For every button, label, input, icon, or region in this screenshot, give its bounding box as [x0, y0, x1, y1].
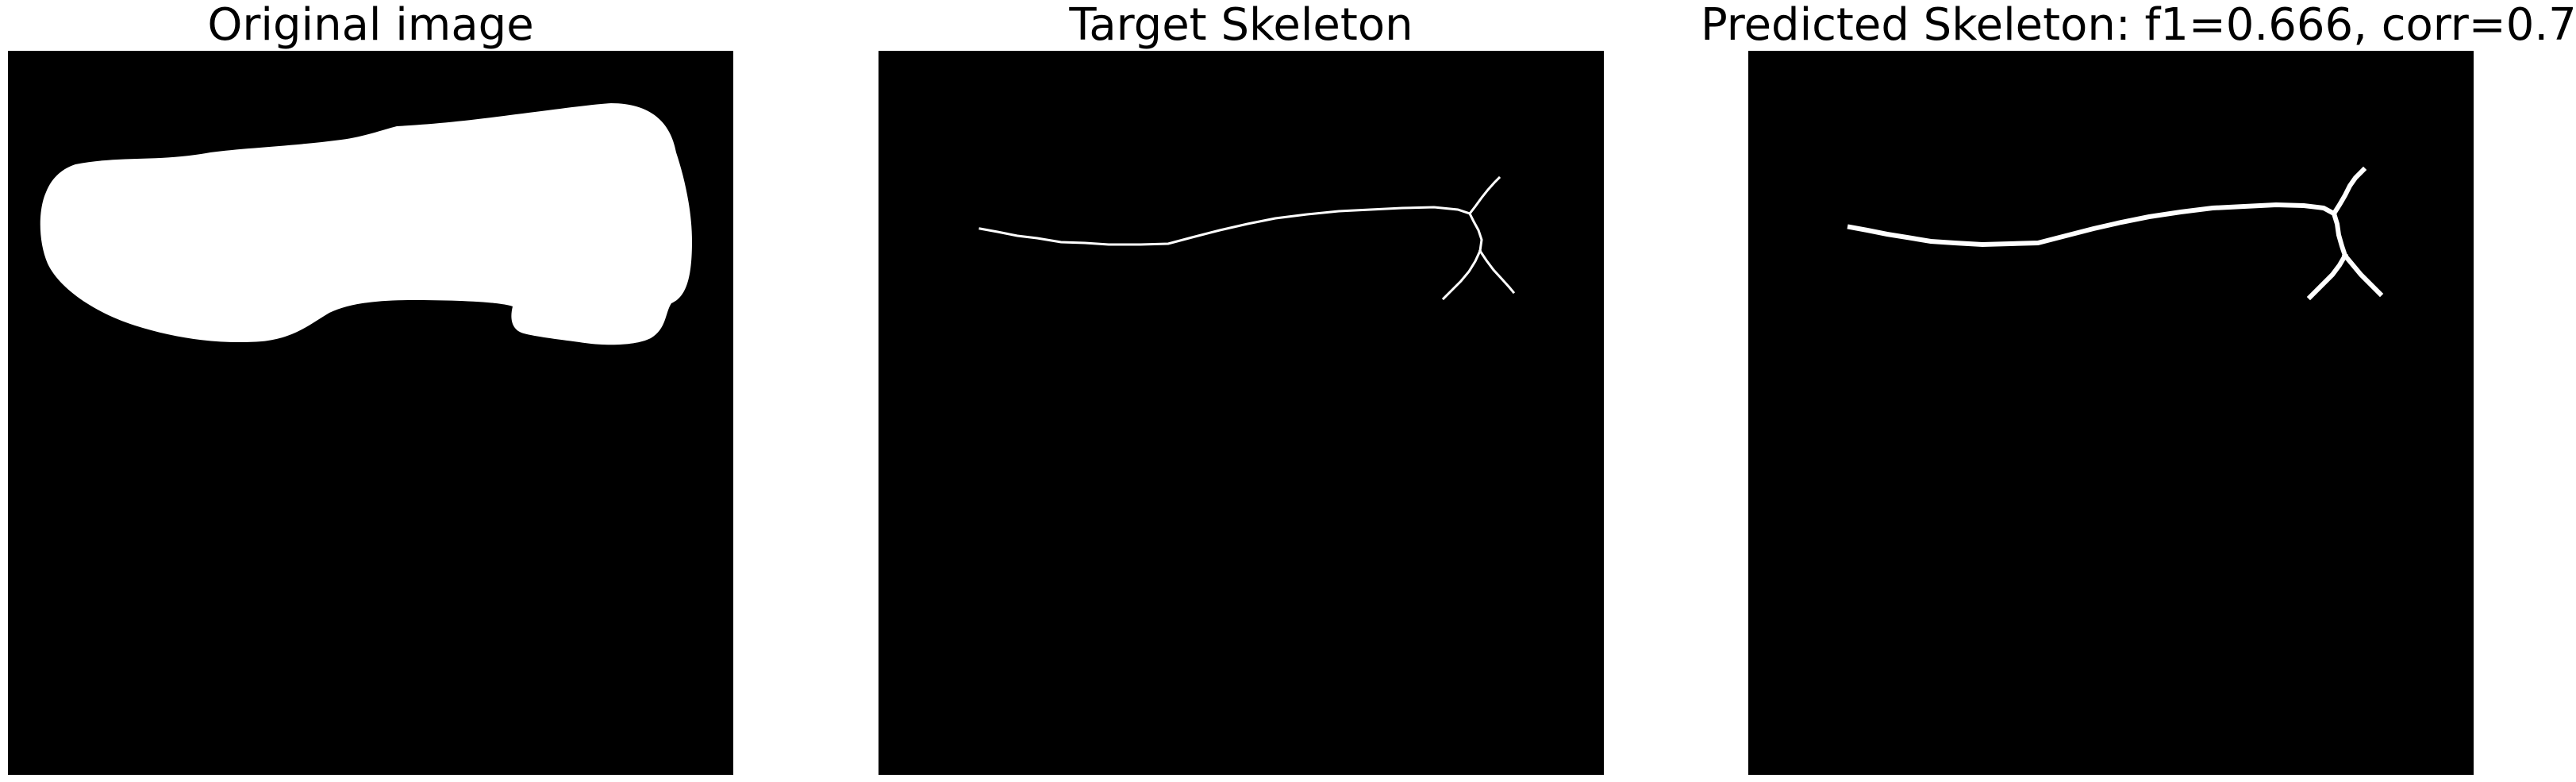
target-skeleton-main-branch: [978, 206, 1471, 246]
predicted-skeleton-trunk: [2331, 210, 2348, 259]
target-skeleton-upper-branch: [1467, 175, 1501, 216]
panel-original-image: Original image: [8, 0, 733, 782]
panel-predicted-skeleton: Predicted Skeleton: f1=0.666, corr=0.703: [1701, 0, 2576, 782]
original-image-canvas: [8, 51, 733, 775]
predicted-skeleton-right-leg: [2341, 252, 2384, 298]
panel-target-skeleton: Target Skeleton: [879, 0, 1604, 782]
target-skeleton-right-leg: [1478, 248, 1516, 295]
panel-title-predicted: Predicted Skeleton: f1=0.666, corr=0.703: [1701, 0, 2576, 51]
target-background: [879, 51, 1604, 775]
predicted-skeleton-upper-branch: [2330, 166, 2367, 218]
panel-title-target: Target Skeleton: [1069, 0, 1413, 51]
target-skeleton-trunk: [1467, 211, 1483, 252]
predicted-skeleton-main-branch: [1847, 202, 2338, 248]
panel-title-original: Original image: [207, 0, 534, 51]
original-mask-shape: [40, 103, 693, 345]
predicted-skeleton-left-leg: [2306, 252, 2349, 301]
predicted-background: [1748, 51, 2474, 775]
predicted-skeleton-canvas: [1748, 51, 2474, 775]
target-skeleton-left-leg: [1441, 249, 1482, 301]
target-skeleton-canvas: [879, 51, 1604, 775]
